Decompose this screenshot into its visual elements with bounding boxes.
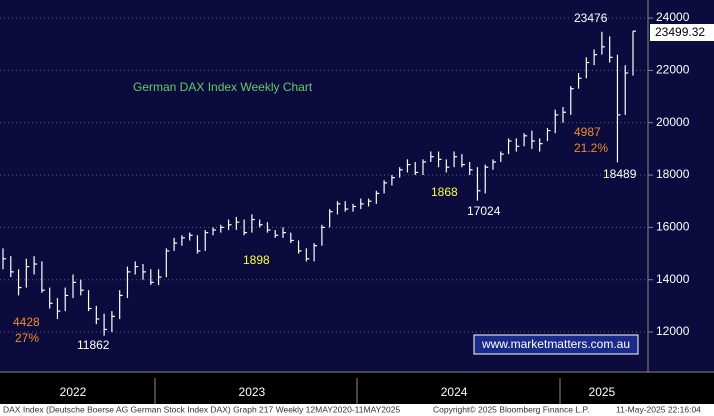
chart-title: German DAX Index Weekly Chart xyxy=(133,80,313,94)
footer-band xyxy=(0,404,714,416)
x-tick-label: 2022 xyxy=(60,385,87,399)
last-price-box xyxy=(650,24,714,41)
annotation: 21.2% xyxy=(574,141,608,155)
annotation: 4987 xyxy=(574,125,601,139)
footer-text: 11-May-2025 22:16:04 xyxy=(616,404,701,414)
watermark-box xyxy=(473,334,639,355)
y-tick-label: 14000 xyxy=(656,272,690,286)
plot-background xyxy=(0,0,714,372)
annotation: 1868 xyxy=(431,185,458,199)
y-tick-label: 18000 xyxy=(656,167,690,181)
y-tick-label: 24000 xyxy=(656,10,690,24)
annotation: 1898 xyxy=(243,253,270,267)
x-tick-label: 2023 xyxy=(239,385,266,399)
x-tick-label: 2025 xyxy=(589,385,616,399)
last-price-label: 23499.32 xyxy=(655,25,705,39)
footer-text: DAX Index (Deutsche Boerse AG German Sto… xyxy=(3,404,400,414)
high-label: 23476 xyxy=(574,11,608,25)
y-tick-label: 16000 xyxy=(656,220,690,234)
footer-text: Copyright© 2025 Bloomberg Finance L.P. xyxy=(433,404,589,414)
low-label: 17024 xyxy=(467,204,501,218)
annotation: 27% xyxy=(15,331,39,345)
y-tick-label: 12000 xyxy=(656,324,690,338)
y-tick-label: 20000 xyxy=(656,115,690,129)
low-label: 18489 xyxy=(603,167,637,181)
watermark: www.marketmatters.com.au xyxy=(481,337,630,351)
annotation: 4428 xyxy=(13,315,40,329)
low-label: 11862 xyxy=(77,338,110,352)
x-tick-label: 2024 xyxy=(441,385,468,399)
y-tick-label: 22000 xyxy=(656,63,690,77)
